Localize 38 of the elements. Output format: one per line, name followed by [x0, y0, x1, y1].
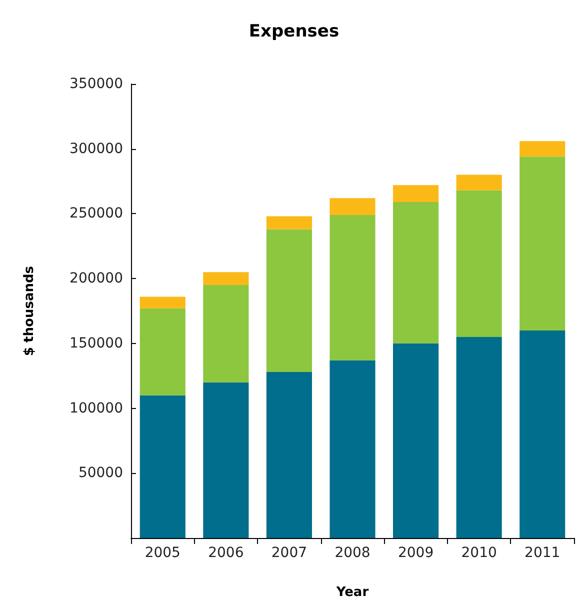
y-tick-label: 50000 — [78, 465, 123, 482]
bar — [203, 272, 249, 286]
y-tick-label: 250000 — [70, 206, 123, 222]
x-tick-label: 2008 — [334, 545, 370, 561]
x-tick-label: 2007 — [271, 545, 308, 561]
bar — [266, 229, 312, 372]
y-tick-label: 350000 — [70, 76, 123, 92]
chart-title: Expenses — [248, 22, 340, 42]
y-tick-label: 150000 — [70, 335, 123, 352]
bar — [393, 185, 439, 202]
bar — [456, 174, 502, 190]
y-tick-label: 200000 — [70, 270, 123, 287]
y-tick-label: 300000 — [70, 140, 123, 157]
bar — [140, 308, 186, 396]
bar — [140, 395, 186, 538]
x-tick-label: 2005 — [144, 545, 180, 561]
bar — [520, 141, 566, 157]
x-tick-label: 2011 — [524, 545, 560, 561]
bar — [456, 336, 502, 538]
bar — [330, 215, 376, 360]
bar — [330, 360, 376, 538]
bar — [140, 296, 186, 308]
bar — [393, 202, 439, 344]
bar — [456, 190, 502, 337]
bar — [520, 330, 566, 538]
x-tick-label: 2009 — [398, 545, 434, 561]
bar — [266, 216, 312, 230]
bar — [520, 156, 566, 330]
x-tick-label: 2010 — [461, 545, 497, 561]
bar — [393, 343, 439, 538]
bar — [330, 198, 376, 216]
bar — [203, 382, 249, 538]
bar — [203, 285, 249, 382]
y-axis-title: $ thousands — [22, 266, 37, 356]
x-axis-title: Year — [335, 585, 370, 600]
bar — [266, 372, 312, 538]
y-tick-label: 100000 — [70, 400, 123, 416]
x-tick-label: 2006 — [208, 545, 244, 561]
